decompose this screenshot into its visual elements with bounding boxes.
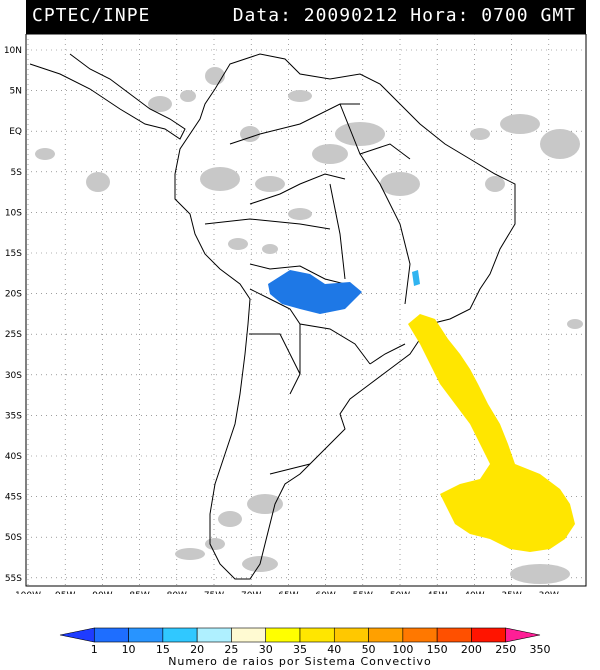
lon-label: 95W xyxy=(55,591,75,594)
datetime-title: Data: 20090212 Hora: 0700 GMT xyxy=(232,5,576,26)
lon-label: 50W xyxy=(390,591,410,594)
lat-label: 50S xyxy=(5,533,22,543)
legend-color-box xyxy=(368,627,404,643)
coastlines xyxy=(29,53,516,580)
lat-label: 30S xyxy=(5,371,22,381)
legend-tick-label: 150 xyxy=(427,643,448,656)
legend-tick-label: 100 xyxy=(392,643,413,656)
lat-label: 10S xyxy=(5,208,22,218)
lat-label: 20S xyxy=(5,290,22,300)
cloud-areas xyxy=(35,67,583,584)
convective-system-blue xyxy=(268,270,362,314)
lon-label: 35W xyxy=(501,591,521,594)
lon-label: 40W xyxy=(464,591,484,594)
legend-tick-label: 35 xyxy=(293,643,307,656)
legend-color-box xyxy=(162,627,198,643)
legend-tick-label: 20 xyxy=(190,643,204,656)
lat-label: 25S xyxy=(5,330,22,340)
legend-caption: Numero de raios por Sistema Convectivo xyxy=(168,655,432,668)
lat-label: 35S xyxy=(5,411,22,421)
legend-tick-label: 50 xyxy=(362,643,376,656)
convective-system-lightblue xyxy=(412,270,420,286)
lat-label: 45S xyxy=(5,493,22,503)
legend-tick-label: 30 xyxy=(259,643,273,656)
lon-label: 100W xyxy=(15,591,41,594)
lon-label: 80W xyxy=(167,591,187,594)
lon-label: 55W xyxy=(353,591,373,594)
lon-label: 90W xyxy=(92,591,112,594)
legend-tick-label: 15 xyxy=(156,643,170,656)
legend-color-box xyxy=(471,627,507,643)
lon-label: 60W xyxy=(315,591,335,594)
map-panel: 10N 5N EQ 5S 10S 15S 20S 25S 30S 35S 40S 45S 50S 55S … xyxy=(0,34,600,594)
lat-label: 5N xyxy=(10,87,22,97)
convective-system-yellow xyxy=(408,314,575,552)
legend-tick-label: 200 xyxy=(461,643,482,656)
legend-tick-label: 40 xyxy=(327,643,341,656)
lat-label: 15S xyxy=(5,249,22,259)
legend-tick-label: 250 xyxy=(495,643,516,656)
legend-tick-label: 350 xyxy=(530,643,551,656)
legend-color-box xyxy=(436,627,472,643)
legend-color-box xyxy=(505,627,541,643)
lon-label: 30W xyxy=(539,591,559,594)
legend-color-box xyxy=(265,627,301,643)
legend-bar: 1 10 15 20 25 30 35 40 50 100 150 200 250 350 xyxy=(59,627,551,656)
lat-label: 55S xyxy=(5,574,22,584)
source-title: CPTEC/INPE xyxy=(32,5,151,26)
south-america-map: 10N5NEQ5S10S15S20S25S30S35S40S45S50S55S … xyxy=(4,34,587,594)
lon-label: 85W xyxy=(129,591,149,594)
legend-color-box xyxy=(128,627,164,643)
lon-label: 75W xyxy=(204,591,224,594)
lat-label: 10N xyxy=(4,46,22,56)
legend-color-box xyxy=(333,627,369,643)
legend-tick-label: 10 xyxy=(122,643,136,656)
legend-color-box xyxy=(196,627,232,643)
lon-label: 70W xyxy=(241,591,261,594)
lat-label: 5S xyxy=(11,168,23,178)
longitude-labels: 100W 95W 90W 85W 80W 75W 70W 65W 60W 55W 50W 45W 40W… xyxy=(15,591,559,594)
lat-label: EQ xyxy=(9,127,22,137)
legend-color-box xyxy=(93,627,129,643)
legend-tick-label: 1 xyxy=(91,643,98,656)
legend-color-box xyxy=(299,627,335,643)
map-header: CPTEC/INPE Data: 20090212 Hora: 0700 GMT xyxy=(26,0,586,34)
legend-tick-label: 25 xyxy=(224,643,238,656)
legend-color-box xyxy=(402,627,438,643)
legend-color-box xyxy=(231,627,267,643)
lat-label: 40S xyxy=(5,452,22,462)
latitude-labels: 10N 5N EQ 5S 10S 15S 20S 25S 30S 35S 40S 45S 50S 55S xyxy=(4,46,22,584)
legend-color-box xyxy=(59,627,95,643)
lon-label: 45W xyxy=(427,591,447,594)
lon-label: 65W xyxy=(278,591,298,594)
